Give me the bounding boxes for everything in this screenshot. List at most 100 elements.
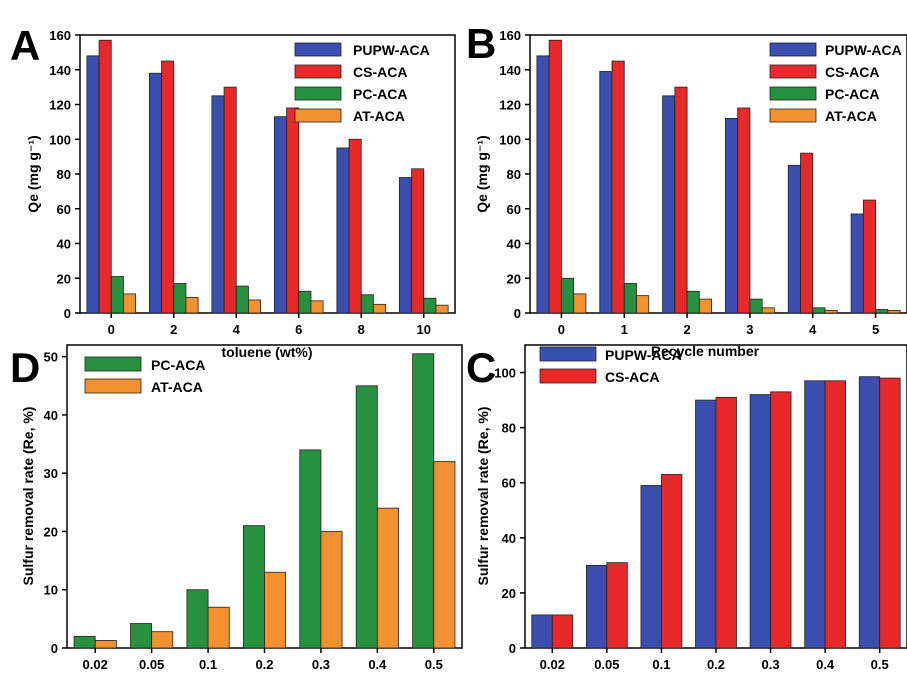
- y-axis-label: Qe (mg g⁻¹): [25, 135, 41, 212]
- bar-cs-aca-4: [770, 391, 792, 649]
- bar-cs-aca-0: [551, 614, 574, 649]
- legend-label: PC-ACA: [151, 357, 205, 373]
- bar-pupw-aca-4: [749, 394, 771, 649]
- bar-pupw-aca-0: [531, 614, 553, 649]
- bar-pc-aca-0: [73, 635, 96, 649]
- legend-swatch: [294, 42, 342, 57]
- bar-pupw-aca-6: [858, 376, 881, 649]
- panel-letter: B: [466, 20, 496, 67]
- legend-swatch: [294, 64, 342, 79]
- legend-label: PUPW-ACA: [353, 42, 430, 58]
- bar-pc-aca-3: [242, 525, 265, 649]
- bar-cs-aca-1: [161, 60, 175, 314]
- chart-panel-d: D 0 10 20 30 40 50 0.02 0.05 0.1 0.2 0.3 0.4 0.5 Sulfu…: [10, 344, 463, 672]
- y-tick-label: 40: [507, 237, 521, 252]
- legend-swatch: [294, 86, 342, 101]
- bar-pc-aca-3: [298, 290, 312, 314]
- legend-label: PC-ACA: [353, 86, 407, 102]
- bar-pc-aca-1: [623, 283, 637, 314]
- panel-letter: D: [10, 344, 40, 391]
- y-tick-label: 120: [49, 98, 71, 113]
- legend-label: PUPW-ACA: [605, 347, 682, 363]
- y-tick-label: 20: [57, 271, 71, 286]
- y-tick-label: 40: [57, 237, 71, 252]
- bar-cs-aca-0: [98, 39, 112, 314]
- bar-pupw-aca-0: [536, 55, 550, 314]
- bar-cs-aca-1: [611, 60, 625, 314]
- x-tick-label: 4: [809, 322, 817, 337]
- y-axis-label: Sulfur removal rate (Re, %): [20, 407, 36, 586]
- bar-pc-aca-5: [875, 309, 889, 314]
- x-tick-label: 0.1: [652, 657, 670, 672]
- legend-swatch: [769, 42, 817, 57]
- legend-swatch: [539, 346, 597, 362]
- y-tick-label: 0: [514, 306, 521, 321]
- x-tick-label: 0.02: [540, 657, 565, 672]
- panel-letter: A: [10, 22, 40, 69]
- y-tick-label: 80: [502, 421, 516, 436]
- x-tick-label: 0.2: [707, 657, 725, 672]
- bar-cs-aca-3: [715, 396, 737, 649]
- bar-at-aca-4: [824, 309, 838, 314]
- x-tick-label: 0.2: [255, 657, 273, 672]
- chart-panel-c: C 0 20 40 60 80 100 0.02 0.05 0.1 0.2 0.3 0.4 0.5 Sulf…: [466, 344, 907, 672]
- legend-swatch: [769, 108, 817, 123]
- bar-cs-aca-3: [286, 107, 300, 314]
- legend-label: PC-ACA: [825, 86, 879, 102]
- y-tick-label: 160: [499, 28, 521, 43]
- bar-pupw-aca-5: [850, 213, 864, 314]
- x-tick-label: 4: [233, 322, 241, 337]
- bar-at-aca-3: [761, 307, 775, 314]
- y-tick-label: 60: [57, 202, 71, 217]
- bar-pc-aca-2: [235, 285, 249, 314]
- bar-at-aca-5: [376, 507, 399, 649]
- y-tick-label: 160: [49, 28, 71, 43]
- y-axis-label: Sulfur removal rate (Re, %): [475, 407, 491, 586]
- bar-pupw-aca-5: [804, 380, 826, 649]
- legend-swatch: [539, 368, 597, 384]
- x-tick-label: 5: [872, 322, 879, 337]
- legend-swatch: [294, 108, 342, 123]
- bar-cs-aca-2: [661, 474, 683, 649]
- x-axis-label: Recycle number: [651, 343, 760, 359]
- bar-at-aca-1: [636, 295, 650, 314]
- legend-label: AT-ACA: [151, 379, 203, 395]
- bar-pupw-aca-3: [725, 118, 739, 314]
- y-tick-label: 30: [44, 466, 58, 481]
- bar-pupw-aca-3: [695, 399, 717, 649]
- bar-cs-aca-0: [548, 39, 562, 314]
- bar-pc-aca-3: [749, 298, 763, 314]
- bar-pc-aca-4: [812, 307, 826, 314]
- bar-pupw-aca-1: [585, 564, 608, 649]
- bar-pupw-aca-5: [398, 177, 412, 314]
- bar-pupw-aca-4: [336, 147, 350, 314]
- y-tick-label: 40: [502, 531, 516, 546]
- legend-swatch: [84, 378, 142, 394]
- bar-at-aca-2: [207, 606, 230, 649]
- x-tick-label: 2: [170, 322, 177, 337]
- bar-pc-aca-2: [686, 290, 700, 314]
- x-axis-label: toluene (wt%): [222, 344, 313, 360]
- legend-label: AT-ACA: [353, 108, 405, 124]
- bar-at-aca-1: [151, 631, 174, 649]
- y-tick-label: 80: [507, 167, 521, 182]
- x-tick-label: 0.02: [83, 657, 108, 672]
- bar-at-aca-3: [310, 300, 324, 314]
- bar-pupw-aca-2: [662, 95, 676, 314]
- y-tick-label: 100: [499, 132, 521, 147]
- y-tick-label: 20: [502, 586, 516, 601]
- chart-panel-a: A 0 20 40 60 80 100 120 140 160 0 2 4 6 8 10 Qe (mg g⁻¹)…: [10, 22, 456, 360]
- x-tick-label: 0.4: [816, 657, 835, 672]
- y-tick-label: 10: [44, 583, 58, 598]
- bar-pc-aca-4: [360, 294, 374, 314]
- bar-at-aca-1: [185, 296, 199, 314]
- legend-swatch: [769, 86, 817, 101]
- bar-cs-aca-4: [348, 138, 362, 314]
- bar-pc-aca-2: [186, 589, 209, 649]
- y-tick-label: 60: [507, 202, 521, 217]
- bar-pupw-aca-1: [599, 71, 613, 314]
- bar-at-aca-0: [94, 640, 117, 649]
- y-tick-label: 0: [509, 641, 516, 656]
- bar-pc-aca-0: [110, 276, 124, 314]
- bar-pc-aca-4: [299, 449, 322, 649]
